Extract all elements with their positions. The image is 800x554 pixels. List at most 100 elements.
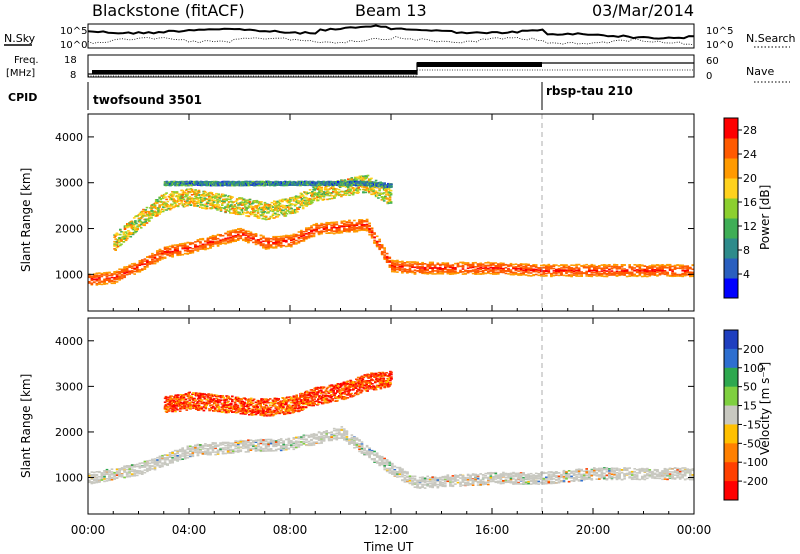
power-scatter-cell [238, 183, 242, 186]
power-scatter-cell [372, 193, 376, 196]
power-scatter-cell [201, 194, 204, 196]
power-scatter-cell [143, 263, 147, 265]
power-scatter-cell [689, 275, 692, 278]
power-scatter-cell [273, 217, 276, 219]
power-scatter-cell [492, 268, 495, 270]
power-scatter-marks [88, 174, 694, 286]
power-scatter-cell [166, 254, 169, 256]
power-scatter-cell [249, 233, 253, 235]
power-scatter-cell [306, 203, 310, 206]
power-scatter-cell [492, 266, 495, 269]
power-scatter-cell [302, 230, 306, 233]
power-scatter-cell [585, 271, 588, 274]
power-scatter-cell [565, 275, 568, 277]
power-scatter-cell [497, 264, 500, 267]
power-scatter-cell [371, 187, 374, 189]
power-scatter-cell [620, 268, 624, 270]
power-scatter-cell [148, 217, 151, 220]
power-scatter-cell [213, 197, 217, 199]
power-scatter-cell [349, 188, 352, 190]
power-scatter-cell [362, 175, 365, 178]
power-scatter-cell [330, 232, 333, 234]
power-scatter-cell [279, 243, 283, 245]
power-scatter-cell [426, 264, 429, 267]
power-scatter-cell [247, 202, 251, 204]
power-scatter-cell [678, 267, 682, 270]
power-scatter-cell [186, 204, 189, 207]
power-scatter-cell [368, 230, 371, 232]
power-scatter-cell [603, 275, 606, 278]
power-scatter-cell [249, 239, 253, 242]
power-scatter-cell [136, 215, 139, 217]
power-scatter-cell [163, 209, 166, 211]
power-scatter-cell [593, 266, 596, 269]
power-scatter-cell [294, 195, 298, 197]
power-scatter-cell [254, 205, 257, 207]
power-scatter-cell [633, 264, 636, 266]
power-scatter-cell [105, 273, 109, 276]
power-scatter-cell [204, 245, 207, 248]
power-scatter-cell [380, 245, 384, 248]
power-scatter-cell [115, 277, 119, 280]
power-scatter-cell [391, 261, 394, 264]
power-scatter-cell [388, 259, 392, 262]
power-scatter-cell [237, 231, 240, 233]
power-scatter-cell [298, 206, 301, 208]
power-scatter-cell [406, 269, 409, 271]
power-scatter-cell [247, 241, 250, 244]
power-scatter-cell [262, 237, 265, 239]
power-scatter-cell [306, 192, 310, 195]
power-scatter-cell [267, 246, 270, 249]
power-scatter-cell [290, 245, 293, 248]
power-scatter-cell [88, 282, 91, 284]
power-scatter-cell [310, 235, 313, 237]
power-scatter-cell [646, 270, 649, 273]
power-scatter-cell [115, 240, 119, 243]
power-scatter-cell [90, 277, 94, 279]
power-scatter-cell [446, 264, 450, 267]
power-scatter-cell [206, 242, 210, 244]
power-scatter-cell [127, 230, 130, 232]
power-scatter-cell [136, 228, 139, 231]
power-scatter-cell [344, 194, 348, 196]
power-scatter-cell [141, 259, 144, 261]
power-scatter-cell [189, 249, 192, 252]
power-scatter-cell [120, 277, 124, 280]
power-scatter-cell [325, 230, 328, 232]
power-scatter-cell [234, 240, 237, 242]
power-scatter-cell [291, 203, 295, 206]
power-scatter-cell [282, 209, 285, 212]
power-scatter-cell [512, 273, 515, 276]
power-scatter-cell [646, 273, 649, 276]
power-scatter-cell [332, 224, 336, 227]
power-scatter-cell [183, 191, 187, 194]
power-scatter-cell [471, 269, 475, 271]
power-scatter-cell [120, 271, 124, 274]
power-scatter-cell [332, 222, 336, 224]
power-scatter-cell [197, 199, 201, 202]
power-scatter-cell [141, 269, 144, 271]
power-scatter-cell [497, 265, 500, 268]
power-scatter-cell [686, 268, 689, 271]
power-scatter-cell [370, 177, 373, 180]
power-scatter-cell [223, 200, 226, 203]
power-scatter-cell [456, 262, 460, 265]
power-scatter-cell [144, 220, 148, 222]
power-scatter-cell [522, 267, 525, 270]
power-scatter-cell [232, 201, 236, 203]
power-scatter-cell [585, 272, 588, 275]
power-scatter-cell [590, 275, 594, 278]
power-scatter-cell [146, 259, 149, 261]
power-scatter-cell [296, 211, 299, 213]
power-scatter-cell [305, 227, 308, 230]
power-scatter-cell [388, 266, 392, 268]
power-scatter-cell [156, 258, 159, 260]
power-scatter-cell [126, 226, 129, 229]
power-scatter-cell [242, 211, 246, 214]
power-scatter-cell [385, 197, 388, 199]
power-scatter-cell [403, 262, 407, 264]
power-scatter-cell [373, 236, 376, 239]
power-scatter-cell [318, 185, 321, 188]
power-scatter-cell [691, 272, 694, 275]
power-scatter-cell [259, 244, 263, 246]
